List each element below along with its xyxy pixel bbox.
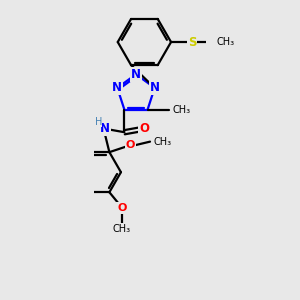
Text: CH₃: CH₃ [113,224,131,234]
Text: S: S [188,35,196,49]
Text: CH₃: CH₃ [217,37,235,47]
Text: CH₃: CH₃ [172,105,190,115]
Text: O: O [117,202,127,213]
Text: H: H [95,117,102,127]
Text: N: N [131,68,141,81]
Text: O: O [139,122,149,135]
Text: N: N [112,81,122,94]
Text: N: N [100,122,110,135]
Text: CH₃: CH₃ [154,136,172,147]
Text: O: O [126,140,135,150]
Text: N: N [150,81,160,94]
